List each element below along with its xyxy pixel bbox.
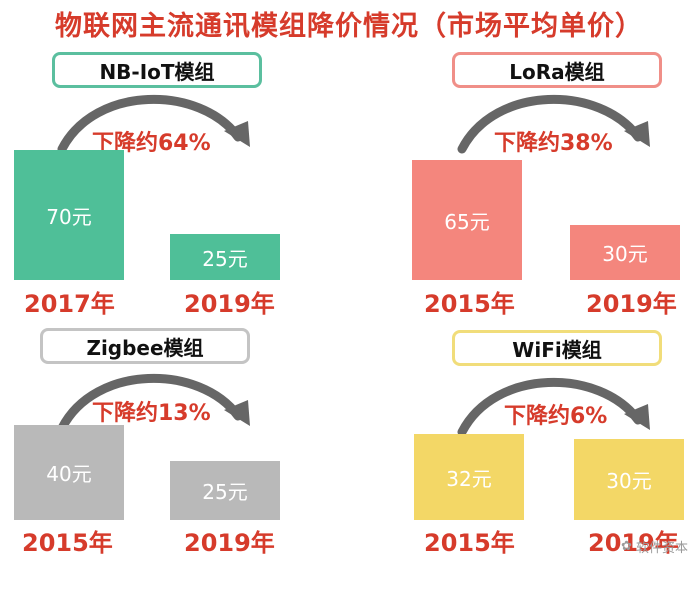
bar-2019: 30元 bbox=[570, 225, 680, 280]
bar-value-label: 25元 bbox=[202, 480, 248, 504]
decline-label: 下降约13% bbox=[92, 401, 211, 426]
year-label: 2017年 bbox=[24, 290, 115, 318]
module-label: LoRa模组 bbox=[452, 52, 662, 88]
module-label: NB-IoT模组 bbox=[52, 52, 262, 88]
bar-value-label: 30元 bbox=[602, 242, 648, 266]
year-label: 2019年 bbox=[588, 529, 679, 557]
decline-arrow-icon bbox=[57, 95, 250, 154]
decline-label: 下降约6% bbox=[504, 404, 608, 429]
bar-value-label: 70元 bbox=[46, 204, 92, 229]
year-label: 2019年 bbox=[184, 529, 275, 557]
nbiot-panel: NB-IoT模组 下降约64% 70元 25元 2017年 2019年 bbox=[0, 45, 345, 318]
bar-value-label: 32元 bbox=[446, 466, 492, 491]
year-label: 2019年 bbox=[586, 290, 677, 318]
decline-label: 下降约38% bbox=[494, 131, 613, 156]
watermark-text: 软件资本 bbox=[635, 541, 688, 556]
bar-2015: 32元 bbox=[414, 434, 524, 520]
year-label: 2019年 bbox=[184, 290, 275, 318]
bar-value-label: 25元 bbox=[202, 246, 248, 271]
module-label: WiFi模组 bbox=[452, 330, 662, 366]
wechat-icon: ✿ bbox=[621, 539, 632, 554]
bar-2015: 65元 bbox=[412, 160, 522, 280]
watermark: ✿ 软件资本 bbox=[621, 537, 688, 556]
lora-panel: LoRa模组 下降约38% 65元 30元 2015年 2019年 bbox=[400, 45, 698, 318]
bar-2019: 25元 bbox=[170, 461, 280, 520]
decline-arrow-icon bbox=[57, 374, 250, 433]
bar-2015: 40元 bbox=[14, 425, 124, 520]
year-label: 2015年 bbox=[22, 529, 113, 557]
wifi-panel: WiFi模组 下降约6% 32元 30元 2015年 2019年 bbox=[400, 320, 698, 590]
bar-2019: 30元 bbox=[574, 439, 684, 520]
year-label: 2015年 bbox=[424, 529, 515, 557]
bar-2017: 70元 bbox=[14, 150, 124, 280]
year-label: 2015年 bbox=[424, 290, 515, 318]
zigbee-panel: Zigbee模组 下降约13% 40元 25元 2015年 2019年 bbox=[0, 320, 345, 590]
bar-2019: 25元 bbox=[170, 234, 280, 280]
page-title: 物联网主流通讯模组降价情况（市场平均单价） bbox=[55, 11, 643, 42]
bar-value-label: 30元 bbox=[606, 469, 652, 493]
bar-value-label: 40元 bbox=[46, 462, 92, 486]
decline-arrow-icon bbox=[457, 378, 650, 437]
bar-value-label: 65元 bbox=[444, 209, 490, 234]
module-label: Zigbee模组 bbox=[40, 328, 250, 364]
decline-arrow-icon bbox=[457, 95, 650, 154]
